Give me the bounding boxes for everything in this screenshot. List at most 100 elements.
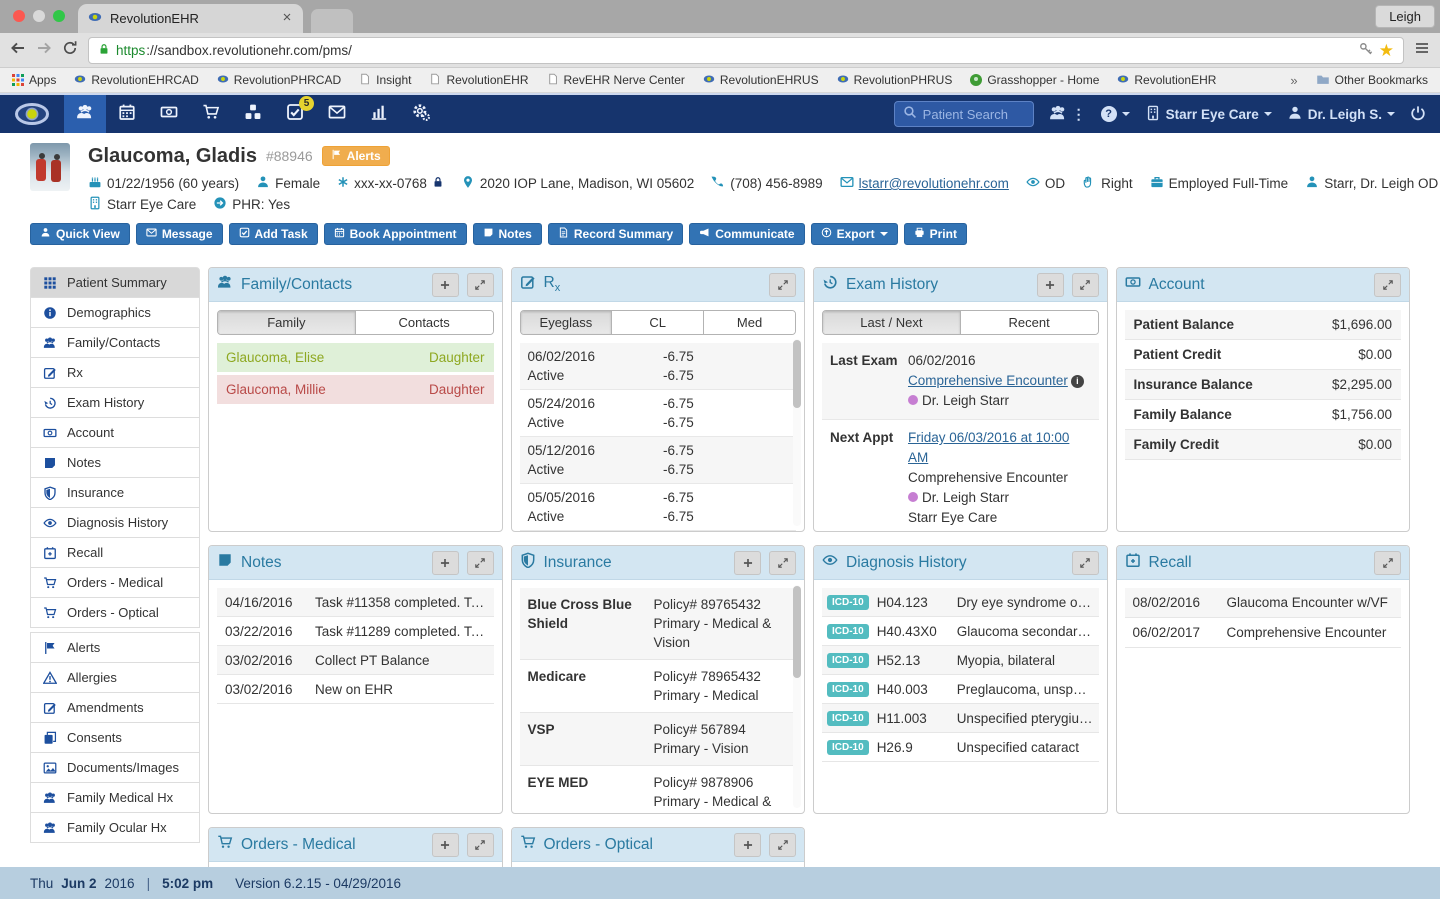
key-icon[interactable] <box>1359 42 1373 59</box>
sidebar-item-family-contacts[interactable]: Family/Contacts <box>30 327 200 358</box>
sidebar-item-demographics[interactable]: Demographics <box>30 297 200 328</box>
sidebar-item-exam-history[interactable]: Exam History <box>30 387 200 418</box>
bookmark-star-icon[interactable]: ★ <box>1378 40 1394 60</box>
expand-button[interactable] <box>466 550 494 575</box>
other-bookmarks[interactable]: Other Bookmarks <box>1316 72 1428 89</box>
scrollbar[interactable] <box>793 339 801 526</box>
logout-button[interactable] <box>1410 105 1426 124</box>
sidebar-item-insurance[interactable]: Insurance <box>30 477 200 508</box>
revolutionehr-logo[interactable] <box>0 102 64 126</box>
patient-search-input[interactable] <box>922 106 1023 122</box>
user-menu[interactable]: Dr. Leigh S. <box>1287 105 1395 124</box>
reload-icon[interactable] <box>62 40 78 61</box>
bookmark-grasshopper[interactable]: Grasshopper - Home <box>970 73 1099 87</box>
forward-icon[interactable] <box>36 40 52 61</box>
nav-accounting[interactable] <box>148 95 190 133</box>
add-button[interactable] <box>734 832 761 857</box>
info-icon[interactable]: i <box>1070 374 1084 388</box>
sidebar-item-consents[interactable]: Consents <box>30 722 200 753</box>
back-icon[interactable] <box>10 40 26 61</box>
bookmark-revolutionehr[interactable]: RevolutionEHR <box>429 73 529 88</box>
alerts-badge[interactable]: Alerts <box>321 146 390 166</box>
bookmark-revolutionehrus[interactable]: RevolutionEHRUS <box>703 73 819 88</box>
sidebar-item-alerts[interactable]: Alerts <box>30 632 200 663</box>
tab-last-next[interactable]: Last / Next <box>823 311 960 334</box>
new-tab-button[interactable] <box>311 9 353 33</box>
add-button[interactable] <box>1036 272 1064 297</box>
record-summary-button[interactable]: Record Summary <box>547 223 684 245</box>
expand-button[interactable] <box>769 272 796 297</box>
browser-tab[interactable]: RevolutionEHR <box>78 4 303 33</box>
bookmarks-overflow-chevron[interactable]: » <box>1290 72 1298 88</box>
sidebar-item-orders-optical[interactable]: Orders - Optical <box>30 597 200 628</box>
expand-button[interactable] <box>769 550 796 575</box>
expand-button[interactable] <box>1071 272 1099 297</box>
expand-button[interactable] <box>769 832 796 857</box>
sidebar-item-documents-images[interactable]: Documents/Images <box>30 752 200 783</box>
nav-schedule[interactable] <box>106 95 148 133</box>
add-button[interactable] <box>431 832 459 857</box>
window-controls[interactable] <box>13 10 65 22</box>
bookmark-revolutionphrus[interactable]: RevolutionPHRUS <box>837 73 952 88</box>
expand-button[interactable] <box>466 272 494 297</box>
last-encounter-link[interactable]: Comprehensive Encounter <box>908 373 1068 388</box>
sidebar-item-amendments[interactable]: Amendments <box>30 692 200 723</box>
add-button[interactable] <box>431 272 459 297</box>
window-zoom-button[interactable] <box>53 10 65 22</box>
expand-button[interactable] <box>1374 550 1401 575</box>
sidebar-item-family-ocular-hx[interactable]: Family Ocular Hx <box>30 812 200 843</box>
sidebar-item-rx[interactable]: Rx <box>30 357 200 388</box>
sidebar-item-notes[interactable]: Notes <box>30 447 200 478</box>
next-appt-link[interactable]: Friday 06/03/2016 at 10:00 AM <box>908 430 1070 465</box>
nav-inventory[interactable] <box>190 95 232 133</box>
sidebar-item-patient-summary[interactable]: Patient Summary <box>30 267 200 298</box>
tab-close-icon[interactable] <box>281 11 293 26</box>
bookmark-revolutionehrcad[interactable]: RevolutionEHRCAD <box>74 73 199 88</box>
message-button[interactable]: Message <box>135 223 223 245</box>
family-member-row[interactable]: Glaucoma, Millie Daughter <box>217 375 494 404</box>
help-menu[interactable]: ? <box>1100 106 1130 122</box>
add-button[interactable] <box>431 550 459 575</box>
family-member-row[interactable]: Glaucoma, Elise Daughter <box>217 343 494 372</box>
expand-button[interactable] <box>466 832 494 857</box>
patient-email[interactable]: lstarr@revolutionehr.com <box>840 175 1009 192</box>
sidebar-item-family-medical-hx[interactable]: Family Medical Hx <box>30 782 200 813</box>
scrollbar-thumb[interactable] <box>793 586 801 678</box>
window-close-button[interactable] <box>13 10 25 22</box>
bookmark-insight[interactable]: Insight <box>359 73 411 88</box>
bookmark-revolutionehr-2[interactable]: RevolutionEHR <box>1117 73 1216 88</box>
tab-contacts[interactable]: Contacts <box>354 311 493 334</box>
nav-patients[interactable] <box>64 95 106 133</box>
scrollbar-thumb[interactable] <box>793 340 801 408</box>
tab-med[interactable]: Med <box>703 311 795 334</box>
practice-menu[interactable]: Starr Eye Care <box>1145 105 1272 124</box>
patient-photo[interactable] <box>30 143 70 191</box>
nav-modules[interactable] <box>232 95 274 133</box>
nav-tasks[interactable]: 5 <box>274 95 316 133</box>
tab-cl[interactable]: CL <box>611 311 704 334</box>
print-button[interactable]: Print <box>903 223 967 245</box>
window-minimize-button[interactable] <box>33 10 45 22</box>
add-task-button[interactable]: Add Task <box>228 223 318 245</box>
scrollbar[interactable] <box>793 585 801 808</box>
nav-admin[interactable] <box>400 95 442 133</box>
sidebar-item-orders-medical[interactable]: Orders - Medical <box>30 567 200 598</box>
browser-profile-button[interactable]: Leigh <box>1375 5 1435 28</box>
tab-recent[interactable]: Recent <box>959 311 1098 334</box>
tab-family[interactable]: Family <box>218 311 355 334</box>
communicate-button[interactable]: Communicate <box>689 223 805 245</box>
tab-eyeglass[interactable]: Eyeglass <box>520 311 612 334</box>
patient-search-box[interactable] <box>893 101 1034 127</box>
nav-reports[interactable] <box>358 95 400 133</box>
recent-patients-button[interactable]: ⋮ <box>1049 104 1086 125</box>
sidebar-item-account[interactable]: Account <box>30 417 200 448</box>
notes-button[interactable]: Notes <box>472 223 542 245</box>
nav-messages[interactable] <box>316 95 358 133</box>
export-button[interactable]: Export <box>810 223 898 245</box>
browser-menu-icon[interactable] <box>1414 40 1430 61</box>
bookmark-revolutionphrcad[interactable]: RevolutionPHRCAD <box>217 73 341 88</box>
bookmark-apps[interactable]: Apps <box>12 73 56 87</box>
quick-view-button[interactable]: Quick View <box>30 223 130 245</box>
url-bar[interactable]: https://sandbox.revolutionehr.com/pms/ ★ <box>88 36 1404 64</box>
book-appointment-button[interactable]: Book Appointment <box>323 223 467 245</box>
